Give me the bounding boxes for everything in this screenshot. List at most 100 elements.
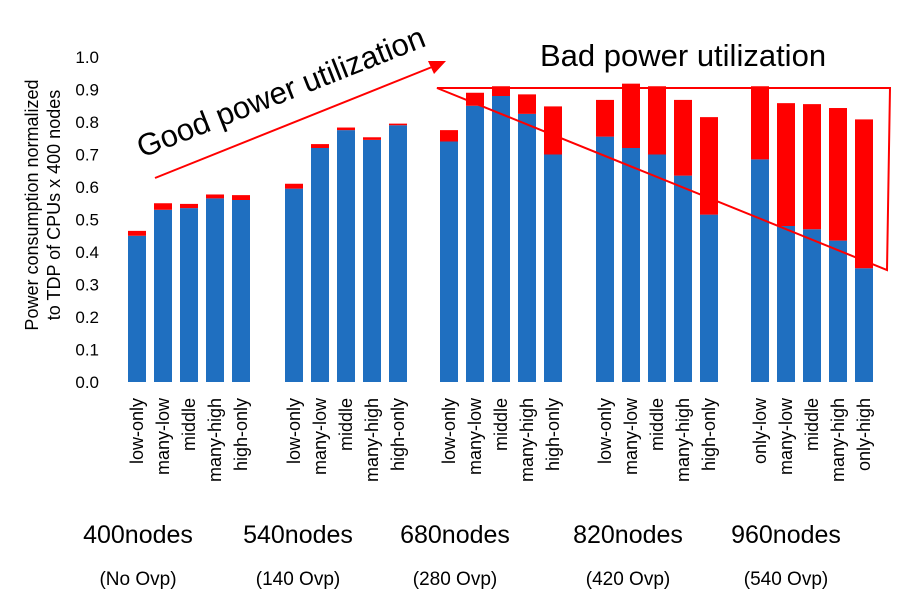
bar-top-segment (128, 230, 146, 236)
bar-bottom-segment (855, 268, 873, 382)
category-label: high-only (231, 398, 251, 471)
category-label: high-only (543, 398, 563, 471)
y-tick-label: 0.4 (75, 243, 99, 262)
category-label: high-only (388, 398, 408, 471)
y-axis-title: Power consumption normalized to TDP of CP… (22, 79, 64, 330)
bar-bottom-segment (389, 125, 407, 382)
group-label: 680nodes (400, 521, 510, 549)
group-label: 540nodes (243, 521, 353, 549)
category-label: many-low (621, 397, 641, 475)
bad-utilization-label: Bad power utilization (540, 38, 826, 73)
bar-top-segment (674, 99, 692, 176)
bar-top-segment (829, 108, 847, 241)
bar-bottom-segment (232, 200, 250, 382)
bar-bottom-segment (154, 209, 172, 382)
good-utilization-label: Good power utilization (132, 20, 430, 165)
category-label: many-low (310, 397, 330, 475)
bar-bottom-segment (751, 159, 769, 382)
y-tick-label: 0.3 (75, 276, 99, 295)
bar-bottom-segment (648, 154, 666, 382)
bar-top-segment (622, 83, 640, 148)
bar-top-segment (855, 119, 873, 269)
bar-bottom-segment (622, 148, 640, 382)
category-labels: low-only many-low middle many-high high-only… (127, 397, 874, 482)
bar-bottom-segment (492, 96, 510, 382)
bar-bottom-segment (700, 214, 718, 382)
y-tick-label: 0.0 (75, 373, 99, 392)
bar-top-segment (180, 203, 198, 209)
category-label: many-low (153, 397, 173, 475)
group-sublabel: (140 Ovp) (256, 569, 340, 590)
bar-top-segment (285, 183, 303, 189)
category-label: many-high (362, 398, 382, 482)
bar-top-segment (311, 144, 329, 148)
bar-top-segment (440, 130, 458, 142)
bar-top-segment (648, 86, 666, 155)
bars (128, 83, 873, 382)
y-tick-label: 0.5 (75, 211, 99, 230)
bar-bottom-segment (518, 113, 536, 382)
bar-top-segment (803, 104, 821, 230)
bad-utilization-triangle (436, 87, 892, 272)
category-label: only-high (854, 398, 874, 471)
y-tick-label: 0.7 (75, 146, 99, 165)
bar-bottom-segment (363, 139, 381, 382)
bar-bottom-segment (674, 175, 692, 382)
bar-top-segment (700, 117, 718, 215)
bar-top-segment (337, 127, 355, 131)
y-axis-title-line: Power consumption normalized (22, 79, 42, 330)
good-utilization-arrowhead (428, 61, 446, 74)
y-tick-label: 0.2 (75, 308, 99, 327)
y-tick-label: 0.9 (75, 81, 99, 100)
bar-bottom-segment (311, 148, 329, 382)
category-label: middle (802, 398, 822, 451)
bar-top-segment (596, 99, 614, 137)
group-labels: 400nodes (No Ovp) 540nodes (140 Ovp) 680node… (83, 521, 841, 590)
group-label: 960nodes (731, 521, 841, 549)
bar-top-segment (206, 194, 224, 199)
good-utilization-arrow-line (154, 66, 433, 179)
category-label: high-only (699, 398, 719, 471)
bar-bottom-segment (285, 188, 303, 382)
group-sublabel: (540 Ovp) (744, 569, 828, 590)
bar-bottom-segment (829, 240, 847, 382)
y-tick-label: 0.1 (75, 341, 99, 360)
bar-top-segment (751, 86, 769, 160)
bar-top-segment (544, 106, 562, 155)
bar-bottom-segment (337, 130, 355, 382)
category-label: many-high (673, 398, 693, 482)
bar-bottom-segment (777, 226, 795, 382)
bar-bottom-segment (466, 105, 484, 382)
bar-bottom-segment (206, 198, 224, 382)
category-label: low-only (439, 398, 459, 464)
category-label: middle (491, 398, 511, 451)
bar-bottom-segment (803, 229, 821, 382)
y-tick-label: 0.8 (75, 113, 99, 132)
bar-top-segment (518, 94, 536, 114)
bar-top-segment (363, 137, 381, 140)
category-label: middle (179, 398, 199, 451)
group-label: 820nodes (573, 521, 683, 549)
y-axis: 0.0 0.1 0.2 0.3 0.4 0.5 0.6 0.7 0.8 0.9 1.0 (75, 48, 99, 392)
category-label: many-high (828, 398, 848, 482)
category-label: middle (647, 398, 667, 451)
y-axis-title-line: to TDP of CPUs x 400 nodes (44, 90, 64, 320)
bar-top-segment (154, 203, 172, 210)
y-tick-label: 0.6 (75, 178, 99, 197)
group-sublabel: (420 Ovp) (586, 569, 670, 590)
group-sublabel: (No Ovp) (99, 569, 176, 590)
category-label: low-only (127, 398, 147, 464)
bar-bottom-segment (180, 208, 198, 382)
y-tick-label: 1.0 (75, 48, 99, 67)
category-label: low-only (595, 398, 615, 464)
category-label: only-low (750, 397, 770, 464)
bar-bottom-segment (544, 154, 562, 382)
bar-bottom-segment (440, 141, 458, 382)
category-label: many-high (517, 398, 537, 482)
category-label: many-low (776, 397, 796, 475)
category-label: low-only (284, 398, 304, 464)
bar-bottom-segment (128, 235, 146, 382)
category-label: many-low (465, 397, 485, 475)
category-label: many-high (205, 398, 225, 482)
